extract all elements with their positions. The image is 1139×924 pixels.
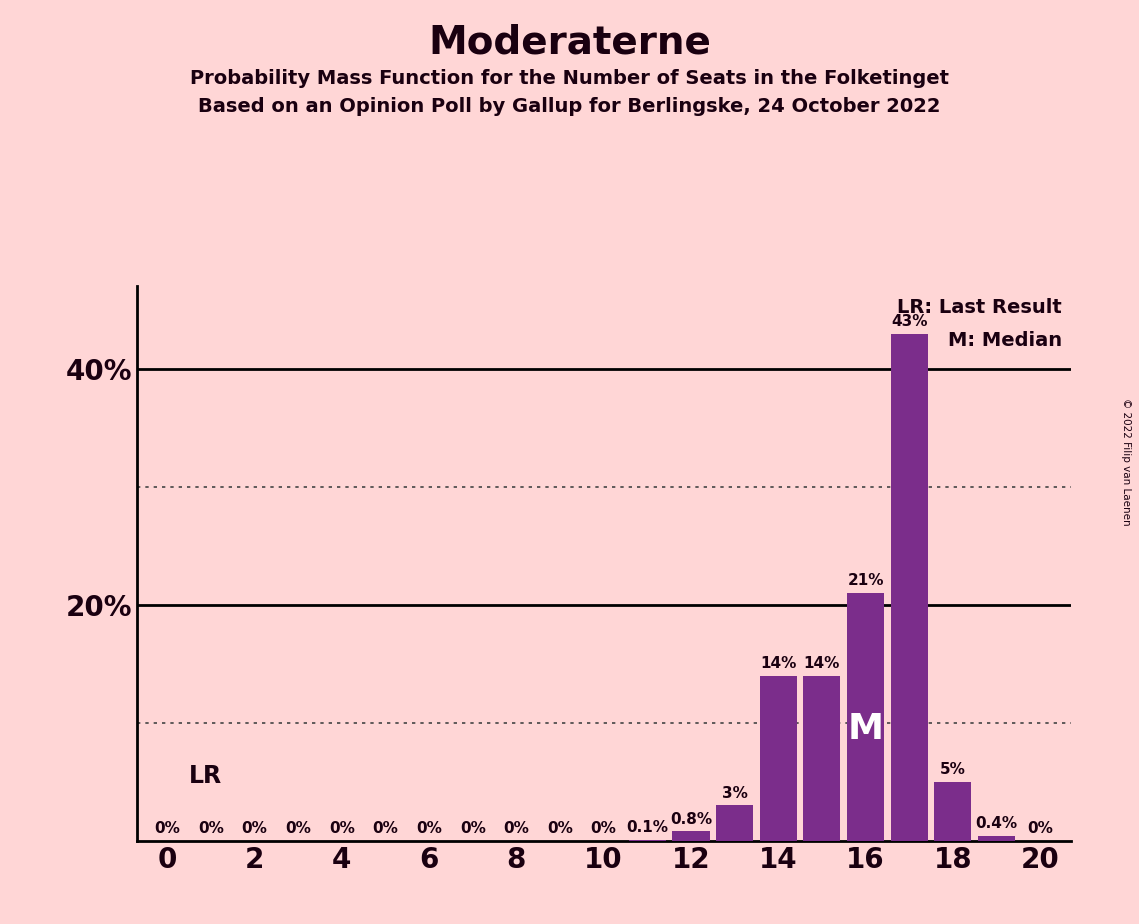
Bar (760, 675, 797, 841)
Text: 0%: 0% (460, 821, 485, 836)
Text: Based on an Opinion Poll by Gallup for Berlingske, 24 October 2022: Based on an Opinion Poll by Gallup for B… (198, 97, 941, 116)
Text: LR: Last Result: LR: Last Result (898, 298, 1062, 317)
Text: 0.1%: 0.1% (626, 820, 669, 835)
Text: 0%: 0% (547, 821, 573, 836)
Bar (716, 806, 753, 841)
Text: M: Median: M: Median (948, 332, 1062, 350)
Bar (847, 593, 884, 841)
Text: 0%: 0% (591, 821, 616, 836)
Bar (672, 832, 710, 841)
Text: © 2022 Filip van Laenen: © 2022 Filip van Laenen (1121, 398, 1131, 526)
Text: M: M (847, 711, 884, 746)
Bar (934, 782, 972, 841)
Text: 3%: 3% (722, 785, 747, 801)
Text: 0%: 0% (329, 821, 354, 836)
Text: 21%: 21% (847, 574, 884, 589)
Bar (978, 836, 1015, 841)
Text: 43%: 43% (891, 314, 927, 329)
Text: 0%: 0% (198, 821, 223, 836)
Text: 0%: 0% (154, 821, 180, 836)
Bar (891, 334, 928, 841)
Text: 0%: 0% (285, 821, 311, 836)
Text: Moderaterne: Moderaterne (428, 23, 711, 61)
Text: 14%: 14% (760, 656, 796, 671)
Text: 5%: 5% (940, 762, 966, 777)
Text: 0%: 0% (503, 821, 530, 836)
Text: LR: LR (189, 764, 222, 788)
Text: 0%: 0% (372, 821, 399, 836)
Text: 0.4%: 0.4% (975, 817, 1017, 832)
Text: 14%: 14% (804, 656, 841, 671)
Bar (803, 675, 841, 841)
Text: 0%: 0% (1027, 821, 1054, 836)
Bar (629, 840, 666, 841)
Text: 0%: 0% (416, 821, 442, 836)
Text: 0.8%: 0.8% (670, 811, 712, 827)
Text: Probability Mass Function for the Number of Seats in the Folketinget: Probability Mass Function for the Number… (190, 69, 949, 89)
Text: 0%: 0% (241, 821, 268, 836)
